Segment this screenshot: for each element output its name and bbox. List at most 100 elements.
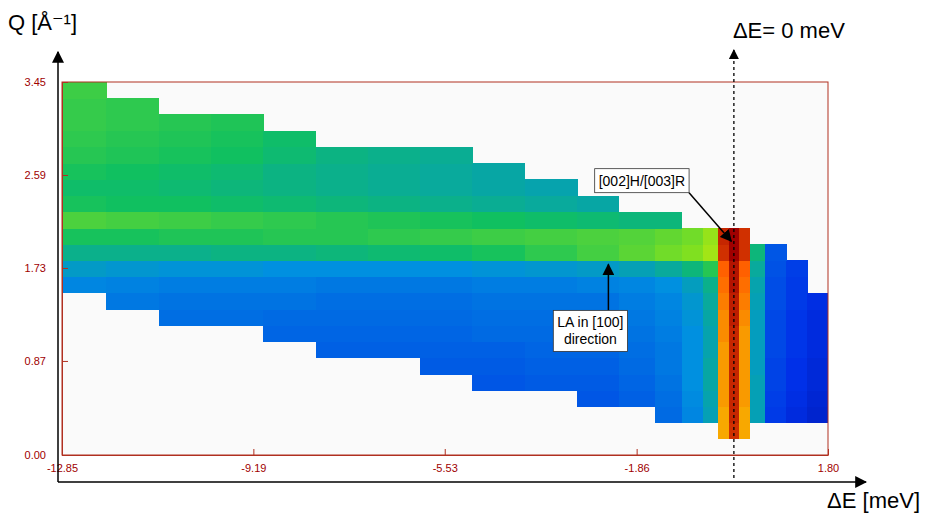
heatmap-cell bbox=[62, 163, 107, 180]
chart: -12.85-9.19-5.53-1.861.800.000.871.732.5… bbox=[0, 0, 928, 516]
heatmap-cell bbox=[159, 179, 212, 196]
heatmap-cell bbox=[750, 325, 766, 342]
heatmap-cell bbox=[159, 228, 212, 245]
heatmap-cell bbox=[62, 98, 107, 115]
heatmap-cell bbox=[765, 293, 787, 310]
heatmap-cell bbox=[62, 196, 107, 213]
heatmap-cell bbox=[159, 196, 212, 213]
heatmap-cell bbox=[750, 277, 766, 294]
heatmap-cell bbox=[655, 277, 682, 294]
heatmap-cell bbox=[619, 374, 656, 391]
heatmap-cell bbox=[718, 244, 729, 261]
y-axis-title: Q [Å⁻¹] bbox=[8, 10, 77, 35]
heatmap-cell bbox=[472, 260, 525, 277]
heatmap-cell bbox=[703, 341, 719, 358]
heatmap-cell bbox=[420, 196, 473, 213]
heatmap-cell bbox=[472, 374, 525, 391]
heatmap-cell bbox=[62, 244, 107, 261]
heatmap-cell bbox=[472, 196, 525, 213]
heatmap-cell bbox=[765, 358, 787, 375]
heatmap-cell bbox=[655, 228, 682, 245]
heatmap-cell bbox=[655, 325, 682, 342]
heatmap-cell bbox=[703, 406, 719, 423]
heatmap-cell bbox=[729, 260, 740, 277]
heatmap-cell bbox=[368, 212, 421, 229]
heatmap-cell bbox=[211, 179, 264, 196]
heatmap-cell bbox=[316, 341, 369, 358]
heatmap-cell bbox=[62, 147, 107, 164]
heatmap-cell bbox=[62, 131, 107, 148]
heatmap-cell bbox=[786, 358, 808, 375]
heatmap-cell bbox=[106, 228, 159, 245]
heatmap-cell bbox=[729, 244, 740, 261]
heatmap-cell bbox=[682, 277, 704, 294]
heatmap-cell bbox=[316, 163, 369, 180]
tick-label: -12.85 bbox=[47, 462, 78, 474]
heatmap-cell bbox=[765, 406, 787, 423]
tick: -9.19 bbox=[241, 449, 266, 474]
axis-line bbox=[62, 83, 63, 456]
heatmap-cell bbox=[729, 309, 740, 326]
heatmap-cell bbox=[718, 358, 729, 375]
heatmap-cell bbox=[420, 358, 473, 375]
tick-mark bbox=[828, 449, 829, 455]
heatmap-cell bbox=[106, 98, 159, 115]
heatmap-cell bbox=[682, 260, 704, 277]
heatmap-cell bbox=[655, 341, 682, 358]
heatmap-cell bbox=[263, 212, 316, 229]
tick-mark bbox=[62, 455, 68, 456]
heatmap-cell bbox=[159, 147, 212, 164]
heatmap-cell bbox=[750, 374, 766, 391]
heatmap-cell bbox=[786, 260, 808, 277]
heatmap-cell bbox=[765, 260, 787, 277]
heatmap-cell bbox=[368, 277, 421, 294]
tick: 2.59 bbox=[25, 169, 68, 181]
heatmap-cell bbox=[729, 423, 740, 440]
heatmap-cell bbox=[316, 277, 369, 294]
heatmap-cell bbox=[786, 374, 808, 391]
heatmap-cell bbox=[750, 309, 766, 326]
heatmap-cell bbox=[420, 341, 473, 358]
heatmap-cell bbox=[807, 358, 828, 375]
heatmap-cell bbox=[703, 244, 719, 261]
heatmap-cell bbox=[765, 244, 787, 261]
heatmap-cell bbox=[786, 277, 808, 294]
heatmap-cell bbox=[62, 212, 107, 229]
heatmap-cell bbox=[765, 325, 787, 342]
heatmap-cell bbox=[316, 325, 369, 342]
heatmap-cell bbox=[655, 260, 682, 277]
heatmap-cell bbox=[368, 196, 421, 213]
heatmap-cell bbox=[739, 390, 750, 407]
heatmap-cell bbox=[525, 212, 578, 229]
tick-label: -9.19 bbox=[241, 462, 266, 474]
heatmap-cell bbox=[739, 260, 750, 277]
heatmap-cell bbox=[62, 260, 107, 277]
heatmap-cell bbox=[682, 358, 704, 375]
heatmap-cell bbox=[525, 228, 578, 245]
heatmap-cell bbox=[682, 390, 704, 407]
heatmap-cell bbox=[62, 277, 107, 294]
heatmap-cell bbox=[682, 244, 704, 261]
heatmap-cell bbox=[718, 406, 729, 423]
heatmap-cell bbox=[750, 358, 766, 375]
annotation-arrow bbox=[608, 264, 610, 310]
heatmap-cell bbox=[703, 325, 719, 342]
heatmap-cell bbox=[211, 277, 264, 294]
heatmap-cell bbox=[263, 293, 316, 310]
heatmap-cell bbox=[739, 358, 750, 375]
heatmap-cell bbox=[655, 309, 682, 326]
heatmap-cell bbox=[786, 325, 808, 342]
tick-label: 1.80 bbox=[818, 462, 839, 474]
heatmap-cell bbox=[718, 325, 729, 342]
heatmap-cell bbox=[525, 293, 578, 310]
annotation-box bbox=[595, 169, 689, 193]
heatmap-cell bbox=[619, 212, 656, 229]
heatmap-cell bbox=[211, 147, 264, 164]
heatmap-cell bbox=[106, 131, 159, 148]
heatmap-cell bbox=[316, 260, 369, 277]
heatmap-cell bbox=[619, 228, 656, 245]
heatmap-cell bbox=[159, 114, 212, 131]
heatmap-cell bbox=[211, 244, 264, 261]
heatmap-cell bbox=[525, 244, 578, 261]
heatmap-cell bbox=[263, 244, 316, 261]
